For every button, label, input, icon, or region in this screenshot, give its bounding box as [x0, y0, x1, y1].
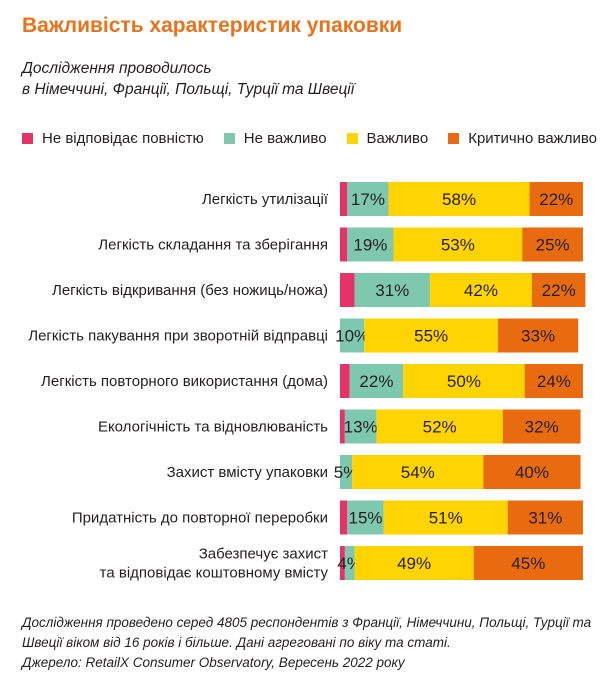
legend-label-not-important: Не важливо	[243, 130, 327, 147]
legend-swatch-not-important	[223, 133, 235, 144]
data-label-important: 52%	[423, 418, 457, 437]
chart-footnote: Дослідження проведено серед 4805 респонд…	[22, 613, 591, 673]
data-label-not-important: 10%	[335, 327, 369, 346]
legend-item-important: Важливо	[346, 130, 429, 147]
chart-subtitle: Дослідження проводилось в Німеччині, Фра…	[22, 58, 354, 100]
footnote-line-2: Швеції віком від 16 років і більше. Дані…	[22, 635, 451, 650]
bar-segment-not-at-all	[340, 182, 348, 216]
data-label-not-important: 15%	[349, 509, 383, 528]
bar-segment-critical	[502, 409, 581, 444]
data-label-not-important: 17%	[351, 190, 385, 209]
bar-segment-important	[354, 546, 474, 580]
subtitle-line-2: в Німеччині, Франції, Польщі, Турції та …	[22, 81, 355, 98]
data-label-not-important: 22%	[359, 372, 393, 391]
data-label-critical: 40%	[515, 463, 549, 482]
data-label-important: 42%	[464, 281, 498, 300]
legend-swatch-important	[346, 133, 358, 144]
legend-label-important: Важливо	[366, 130, 429, 147]
category-label: Екологічність та відновлюваність	[98, 419, 328, 436]
data-label-not-important: 19%	[353, 236, 387, 255]
category-label: Забезпечує захист	[199, 546, 328, 563]
legend-swatch-critical	[448, 133, 460, 144]
bar-segment-not-at-all	[340, 546, 345, 580]
data-label-important: 55%	[414, 327, 448, 346]
bar-segment-critical	[507, 500, 583, 535]
chart-legend: Не відповідає повністю Не важливо Важлив…	[22, 130, 597, 147]
data-label-important: 54%	[401, 463, 435, 482]
chart-title: Важливість характеристик упаковки	[22, 14, 403, 37]
bar-segment-not-important	[347, 227, 394, 262]
legend-label-not-at-all: Не відповідає повністю	[42, 130, 204, 147]
bar-segment-not-important	[340, 318, 365, 353]
data-label-critical: 45%	[511, 554, 545, 573]
bar-segment-not-at-all	[340, 364, 350, 398]
data-label-critical: 32%	[525, 418, 559, 437]
bar-segment-not-at-all	[340, 500, 348, 535]
category-label: Придатність до повторної переробки	[72, 510, 328, 527]
subtitle-line-1: Дослідження проводилось	[22, 60, 212, 77]
bar-segment-not-important	[354, 273, 430, 307]
data-label-important: 58%	[442, 190, 476, 209]
legend-item-critical: Критично важливо	[448, 130, 597, 147]
bar-segment-not-important	[349, 364, 404, 398]
data-label-critical: 24%	[537, 372, 571, 391]
data-label-important: 53%	[441, 236, 475, 255]
bar-segment-important	[364, 318, 498, 353]
data-label-critical: 33%	[521, 327, 555, 346]
bar-segment-important	[388, 182, 530, 216]
bar-segment-important	[376, 409, 503, 444]
bar-segment-important	[352, 455, 484, 489]
bar-segment-not-at-all	[340, 409, 345, 444]
bar-segment-critical	[483, 455, 581, 489]
data-label-not-important: 13%	[344, 418, 378, 437]
bar-segment-not-important	[347, 500, 384, 535]
bar-segment-not-important	[344, 546, 355, 580]
data-label-critical: 25%	[536, 236, 570, 255]
category-label: Легкість відкривання (без ножиць/ножа)	[52, 282, 328, 299]
category-label: Легкість складання та зберігання	[98, 237, 328, 254]
bar-segment-critical	[531, 273, 586, 307]
bar-segment-not-important	[340, 455, 353, 489]
bar-segment-not-important	[344, 409, 377, 444]
data-label-critical: 31%	[528, 509, 562, 528]
legend-item-not-at-all: Не відповідає повністю	[22, 130, 204, 147]
category-label: Захист вмісту упаковки	[167, 464, 328, 481]
category-label: Легкість повторного використання (дома)	[41, 373, 328, 390]
data-label-critical: 22%	[539, 190, 573, 209]
bar-segment-critical	[497, 318, 579, 353]
bar-segment-critical	[473, 546, 583, 580]
data-label-important: 51%	[429, 509, 463, 528]
bar-segment-not-important	[347, 182, 389, 216]
data-label-important: 50%	[447, 372, 481, 391]
category-label: та відповідає коштовному вмісту	[100, 565, 329, 582]
bar-segment-critical	[524, 364, 583, 398]
category-label: Легкість пакування при зворотній відправ…	[28, 328, 328, 345]
legend-item-not-important: Не важливо	[223, 130, 327, 147]
legend-label-critical: Критично важливо	[468, 130, 597, 147]
category-label: Легкість утилізації	[202, 191, 329, 208]
footnote-line-1: Дослідження проведено серед 4805 респонд…	[22, 615, 592, 630]
bar-segment-important	[429, 273, 532, 307]
data-label-not-important: 31%	[375, 281, 409, 300]
data-label-critical: 22%	[542, 281, 576, 300]
bar-segment-not-at-all	[340, 273, 355, 307]
legend-swatch-not-at-all	[22, 133, 33, 144]
bar-segment-important	[403, 364, 525, 398]
bar-segment-critical	[522, 227, 583, 262]
bar-segment-not-at-all	[340, 227, 348, 262]
footnote-line-3: Джерело: RetailX Consumer Observatory, В…	[22, 655, 405, 670]
bar-segment-important	[393, 227, 523, 262]
bar-segment-important	[383, 500, 508, 535]
bar-segment-critical	[529, 182, 583, 216]
data-label-important: 49%	[397, 554, 431, 573]
